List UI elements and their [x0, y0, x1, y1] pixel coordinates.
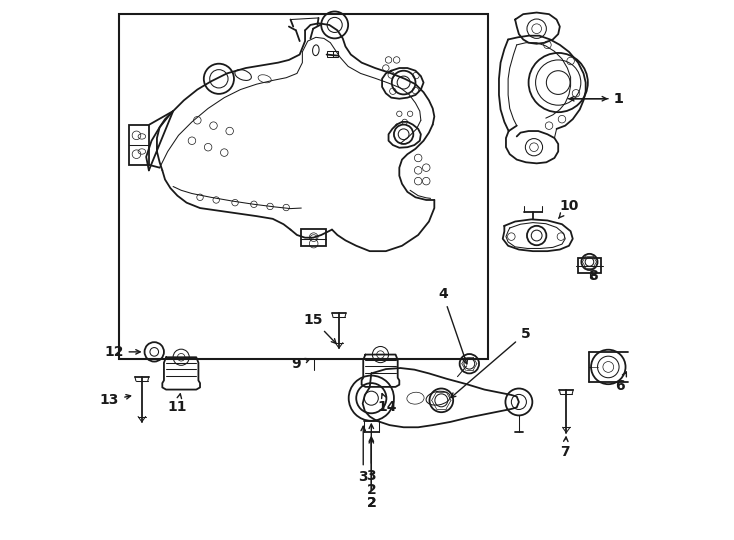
Text: 4: 4	[438, 287, 468, 364]
Text: 14: 14	[378, 394, 397, 414]
Text: 3: 3	[358, 426, 368, 484]
Text: 13: 13	[100, 393, 131, 407]
Bar	[119, 14, 488, 359]
Text: 6: 6	[615, 372, 626, 393]
Text: 11: 11	[167, 394, 187, 414]
Text: 2: 2	[366, 483, 377, 497]
Text: 8: 8	[589, 269, 598, 284]
Text: 1: 1	[568, 92, 623, 106]
Text: 5: 5	[451, 327, 530, 397]
Text: 15: 15	[303, 313, 336, 343]
Bar	[327, 51, 338, 57]
Text: 2: 2	[366, 437, 377, 510]
Text: 3: 3	[366, 424, 376, 483]
Bar	[578, 258, 600, 273]
Text: 9: 9	[291, 357, 310, 372]
Text: 7: 7	[560, 437, 570, 459]
Bar	[301, 228, 326, 246]
Text: 2: 2	[366, 438, 377, 510]
Bar	[129, 125, 150, 165]
Text: 12: 12	[104, 345, 140, 359]
Text: 10: 10	[559, 199, 578, 218]
Text: 1: 1	[570, 92, 623, 106]
